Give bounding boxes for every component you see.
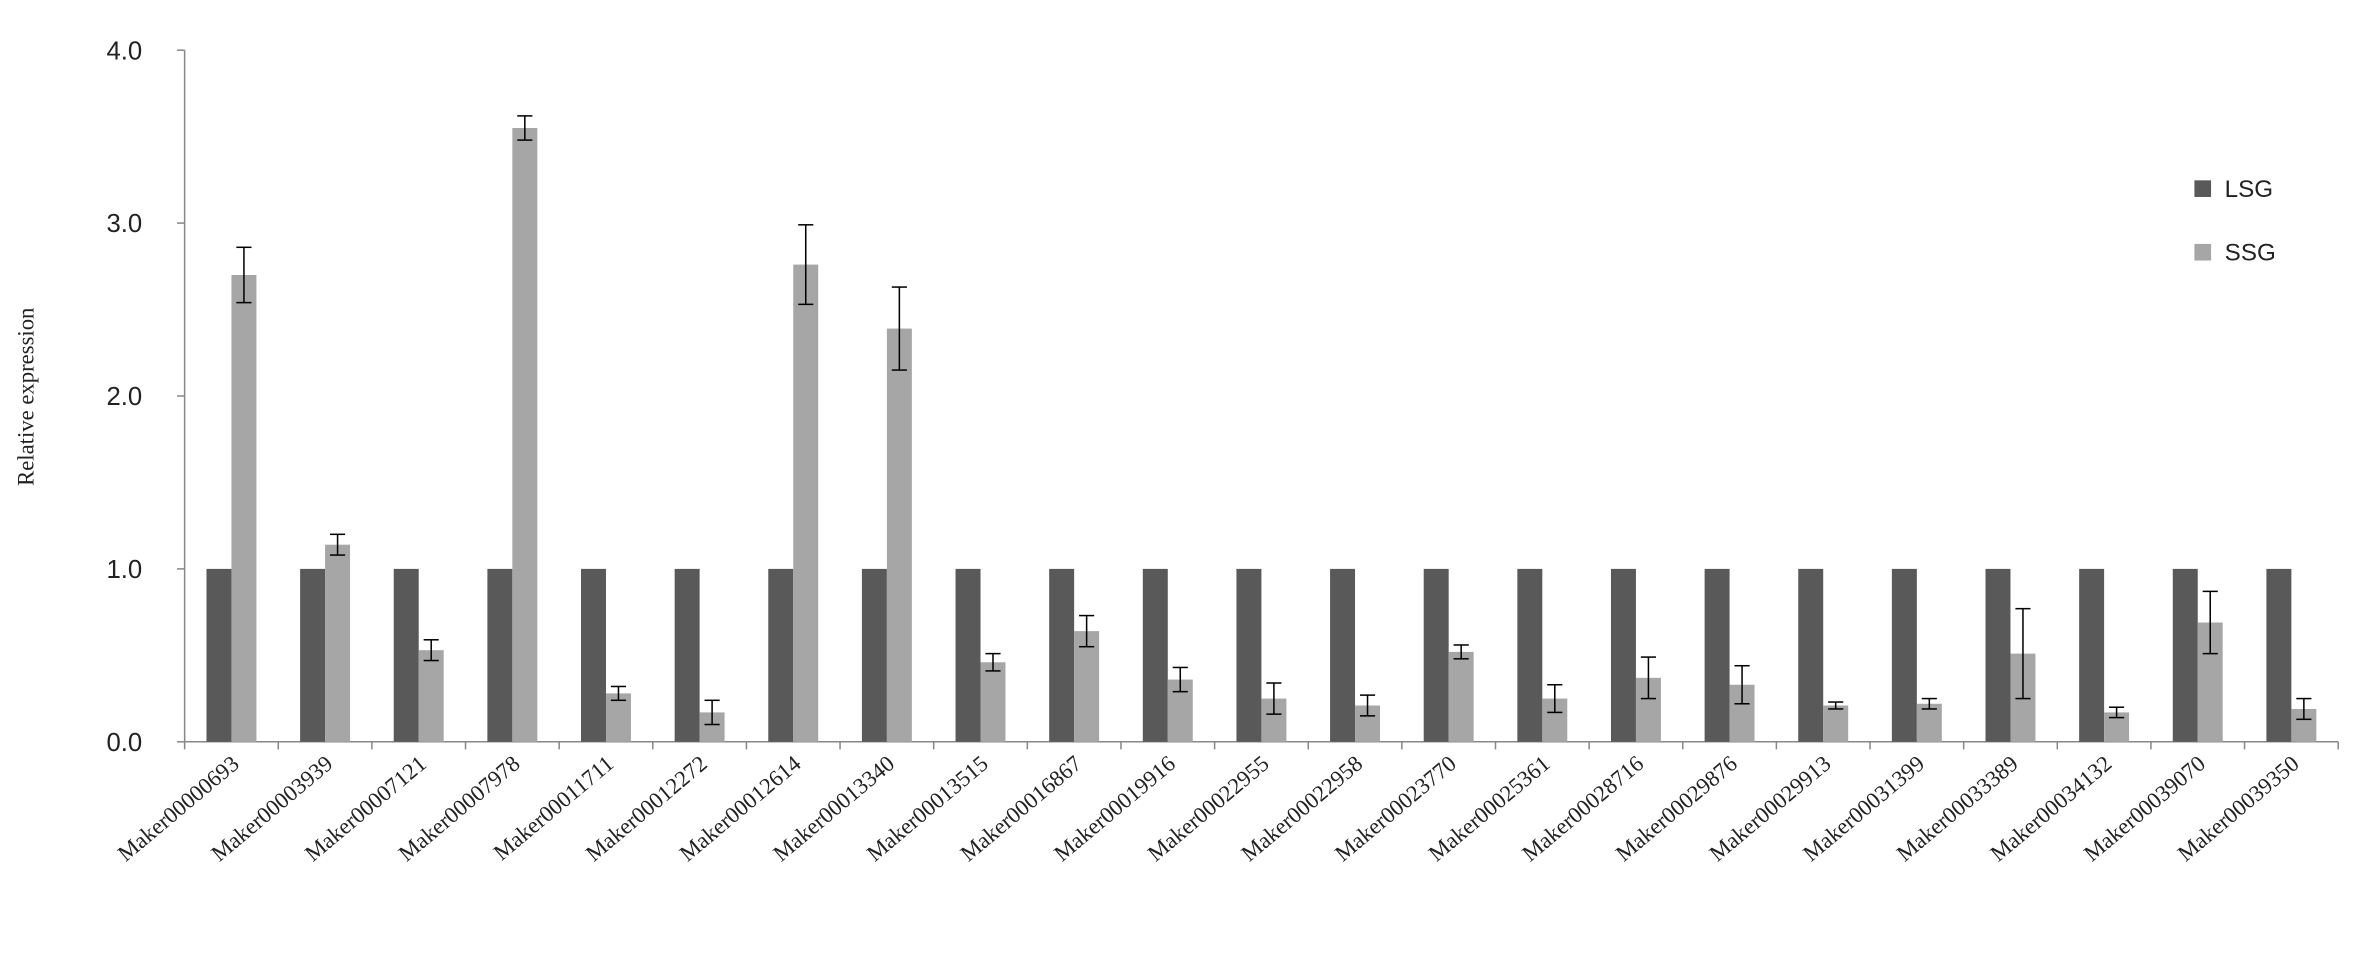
bar [512,127,538,742]
bar [1330,568,1356,742]
bar [487,568,513,742]
bar [955,568,981,742]
bar [1142,568,1168,742]
bar [768,568,794,742]
bar [1704,568,1730,742]
bar [1423,568,1449,742]
bar [605,693,631,742]
bar [886,328,912,742]
legend-swatch [2194,180,2212,197]
bar [581,568,606,742]
bar [206,568,232,742]
bar [1049,568,1075,742]
bar [393,568,419,742]
legend-label: SSG [2225,240,2276,267]
bar [1448,651,1474,742]
y-tick-label: 4.0 [106,37,142,65]
bar [1610,568,1636,742]
bar [1823,705,1849,742]
y-tick-label: 2.0 [106,383,142,411]
bar [325,544,351,742]
y-tick-label: 0.0 [106,729,142,757]
bar [980,662,1006,742]
bar [1517,568,1543,742]
bar [2266,568,2292,742]
y-axis-label: Relative expression [13,308,38,486]
bar [2172,568,2198,742]
y-tick-label: 3.0 [106,210,142,238]
bar [1916,703,1942,742]
bar [1236,568,1262,742]
bar [1798,568,1824,742]
bar [1074,631,1100,742]
bar [674,568,700,742]
legend-label: LSG [2225,176,2273,203]
legend-swatch [2194,243,2212,261]
bar [1891,568,1917,742]
bar [300,568,326,742]
bar [1985,568,2011,742]
bar [418,650,444,742]
bar [793,264,819,742]
bar [861,568,887,742]
bar [231,274,257,742]
y-tick-label: 1.0 [106,556,142,584]
bar [2079,568,2105,742]
